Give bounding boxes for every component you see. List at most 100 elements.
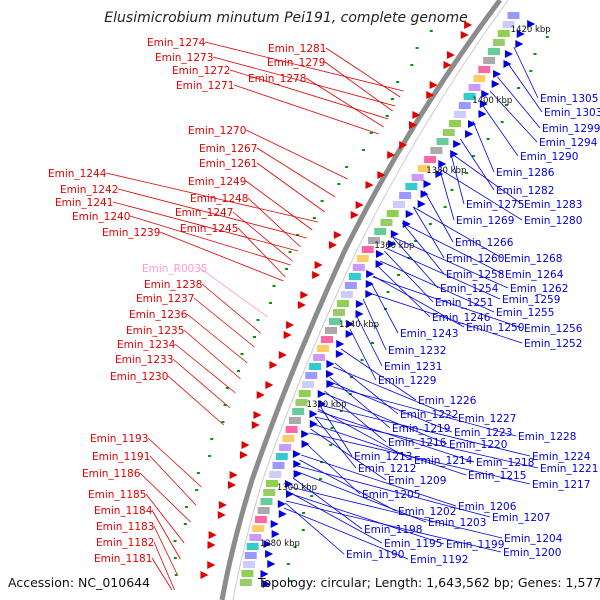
- gene-label-left: Emin_1245: [180, 223, 238, 235]
- reverse-gene-arrow: [390, 230, 399, 238]
- forward-gene-arrow: [464, 21, 473, 29]
- reverse-gene-arrow: [435, 170, 444, 178]
- leader-line: [204, 41, 404, 92]
- minor-mark: [350, 376, 353, 378]
- gene-label-right: Emin_1195: [384, 538, 442, 550]
- gene-label-left: Emin_1267: [199, 143, 257, 155]
- leader-line: [186, 313, 248, 364]
- leader-line: [424, 190, 454, 243]
- leader-line: [349, 328, 377, 381]
- scale-label: 1420 kbp: [511, 25, 551, 35]
- minor-mark: [397, 274, 401, 276]
- reverse-gene-arrow: [271, 530, 280, 538]
- leader-line: [370, 281, 399, 334]
- reverse-gene-arrow: [335, 350, 344, 358]
- reverse-gene-arrow: [481, 90, 490, 98]
- feature-block: [257, 507, 270, 514]
- forward-gene-arrow: [314, 261, 323, 269]
- leader-line: [153, 541, 175, 591]
- leader-line: [333, 366, 457, 419]
- feature-block: [254, 516, 267, 523]
- gene-label-right: Emin_1250: [466, 322, 524, 334]
- leader-line: [450, 152, 465, 205]
- leader-line: [450, 152, 523, 205]
- gene-label-left: Emin_R0035: [142, 263, 208, 275]
- gene-label-left: Emin_1278: [248, 73, 306, 85]
- gene-label-right: Emin_1264: [505, 269, 564, 281]
- minor-mark: [345, 166, 349, 168]
- minor-mark: [185, 506, 188, 508]
- leader-line: [193, 297, 255, 348]
- gene-label-left: Emin_1181: [94, 553, 152, 565]
- gene-label-right: Emin_1226: [418, 395, 477, 407]
- forward-gene-arrow: [446, 51, 455, 59]
- feature-block: [324, 327, 337, 334]
- gene-label-right: Emin_1255: [496, 307, 554, 319]
- minor-mark: [221, 421, 225, 423]
- reverse-gene-arrow: [265, 550, 274, 558]
- leader-line: [229, 69, 389, 120]
- feature-block: [411, 174, 424, 181]
- gene-label-right: Emin_1258: [446, 269, 504, 281]
- gene-label-left: Emin_1183: [96, 521, 154, 533]
- reverse-gene-arrow: [263, 540, 272, 548]
- reverse-gene-arrow: [453, 140, 462, 148]
- forward-gene-arrow: [241, 441, 250, 449]
- minor-mark: [360, 359, 364, 361]
- gene-label-left: Emin_1237: [136, 293, 194, 305]
- feature-block: [483, 57, 496, 64]
- feature-block: [239, 579, 252, 586]
- minor-mark: [529, 70, 533, 72]
- leader-line: [212, 56, 396, 107]
- leader-line: [340, 348, 417, 401]
- minor-mark: [240, 353, 244, 355]
- leader-line: [373, 275, 465, 328]
- feature-block: [313, 354, 326, 361]
- reverse-gene-arrow: [504, 50, 513, 58]
- feature-block: [244, 552, 257, 559]
- gene-label-left: Emin_1248: [190, 193, 248, 205]
- leader-line: [385, 247, 501, 300]
- gene-label-left: Emin_1271: [176, 80, 234, 92]
- leader-line: [379, 260, 495, 313]
- gene-label-right: Emin_1256: [524, 323, 583, 335]
- leader-line: [372, 276, 523, 329]
- minor-mark: [285, 268, 289, 270]
- reverse-gene-arrow: [516, 30, 525, 38]
- leader-line: [256, 147, 336, 198]
- gene-label-left: Emin_1270: [188, 125, 246, 137]
- feature-block: [279, 444, 292, 451]
- gene-label-left: Emin_1185: [88, 489, 146, 501]
- gene-label-right: Emin_1260: [446, 253, 504, 265]
- feature-block: [386, 210, 399, 217]
- feature-block: [317, 345, 330, 352]
- gene-label-right: Emin_1206: [458, 501, 517, 513]
- forward-gene-arrow: [355, 201, 364, 209]
- gene-label-right: Emin_1199: [446, 539, 504, 551]
- leader-line: [505, 60, 543, 113]
- leader-line: [112, 201, 298, 252]
- minor-mark: [465, 172, 469, 174]
- feature-block: [458, 102, 471, 109]
- minor-mark: [310, 495, 314, 497]
- reverse-gene-arrow: [417, 200, 426, 208]
- forward-gene-arrow: [409, 121, 417, 129]
- leader-line: [315, 416, 539, 469]
- leader-line: [292, 477, 363, 530]
- minor-mark: [396, 81, 400, 83]
- feature-block: [298, 390, 311, 397]
- gene-label-right: Emin_1229: [378, 375, 436, 387]
- genome-backbone: [219, 0, 503, 600]
- feature-block: [292, 408, 305, 415]
- gene-label-right: Emin_1243: [400, 328, 458, 340]
- forward-gene-arrow: [399, 141, 408, 149]
- minor-mark: [410, 64, 414, 66]
- leader-line: [301, 454, 457, 507]
- feature-block: [352, 264, 365, 271]
- gene-label-right: Emin_1231: [384, 361, 442, 373]
- forward-gene-arrow: [387, 151, 396, 159]
- feature-block: [368, 237, 380, 244]
- gene-label-right: Emin_1198: [364, 524, 422, 536]
- reverse-gene-arrow: [317, 390, 326, 398]
- gene-label-right: Emin_1223: [454, 427, 512, 439]
